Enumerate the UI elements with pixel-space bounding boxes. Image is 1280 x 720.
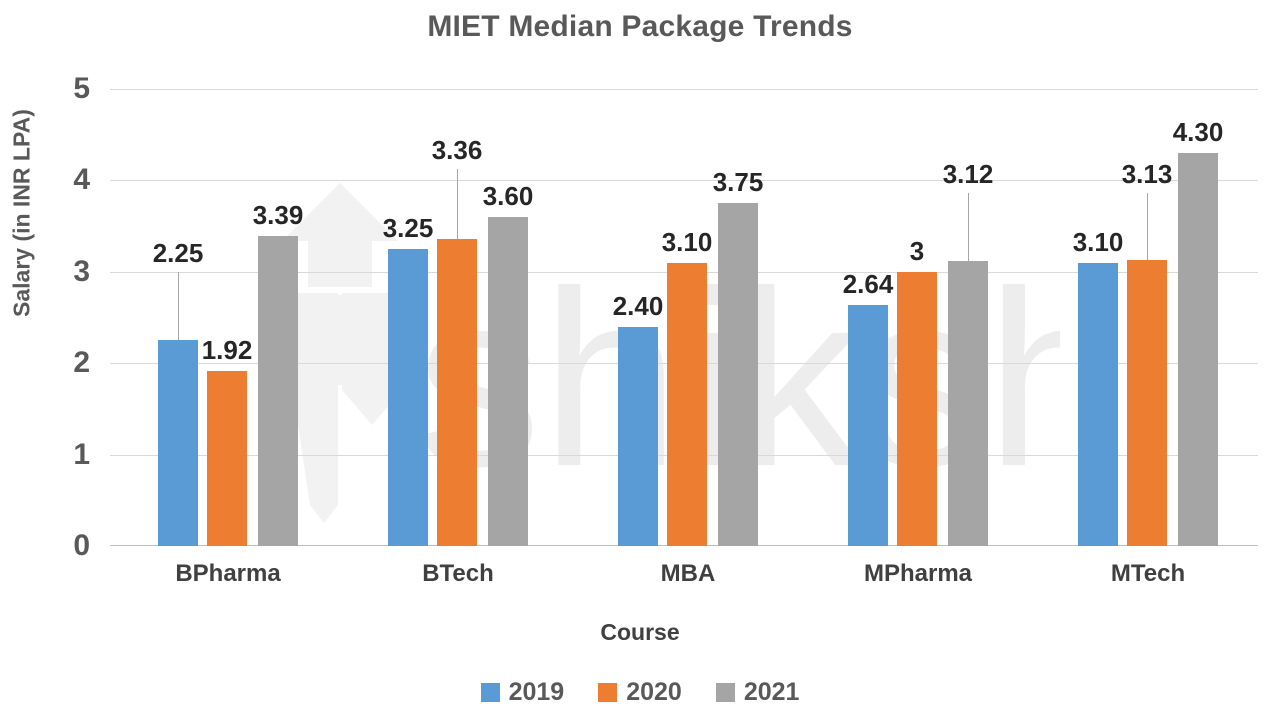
bar-label-mtech-2020: 3.13 — [1121, 159, 1173, 190]
leader-line-mtech-2020 — [1147, 193, 1148, 260]
plot-area: 5 4 3 2 1 0 2.25 1.92 3.39 3.25 3.36 3.6… — [73, 72, 1258, 562]
legend-label-2020: 2020 — [626, 678, 682, 706]
bar-mtech-2020[interactable] — [1127, 259, 1167, 546]
bar-label-bpharma-2020: 1.92 — [201, 334, 253, 365]
bar-label-mba-2021: 3.75 — [712, 167, 764, 198]
bar-mtech-2021[interactable] — [1178, 152, 1218, 546]
x-tick-btech: BTech — [422, 560, 494, 587]
y-tick-1: 1 — [73, 437, 90, 471]
leader-line-btech-2020 — [457, 169, 458, 239]
legend-label-2021: 2021 — [743, 678, 800, 706]
bar-label-btech-2019: 3.25 — [382, 212, 434, 243]
bar-group-mtech: 3.10 3.13 4.30 — [1073, 89, 1280, 546]
bar-mba-2020[interactable] — [667, 262, 707, 546]
bar-bpharma-2019[interactable] — [158, 340, 198, 546]
bar-mpharma-2021[interactable] — [948, 260, 988, 546]
bar-btech-2020[interactable] — [437, 238, 477, 546]
bar-label-mtech-2019: 3.10 — [1072, 226, 1124, 257]
legend-swatch-2020 — [598, 683, 618, 702]
bar-group-mba: 2.40 3.10 3.75 — [613, 89, 848, 546]
bar-label-mpharma-2020: 3 — [909, 235, 925, 266]
chart-legend: 2019 2020 2021 — [0, 678, 1280, 707]
legend-item-2019[interactable]: 2019 — [480, 678, 565, 707]
bar-label-mtech-2021: 4.30 — [1172, 116, 1224, 147]
bar-mpharma-2019[interactable] — [848, 304, 888, 546]
leader-line-mpharma-2021 — [968, 193, 969, 261]
bar-bpharma-2020[interactable] — [207, 370, 247, 546]
chart-title: MIET Median Package Trends — [427, 10, 853, 43]
bar-label-bpharma-2019: 2.25 — [152, 237, 204, 268]
gridline-5 — [110, 89, 1258, 90]
bar-label-mba-2020: 3.10 — [661, 226, 713, 257]
bar-label-mba-2019: 2.40 — [612, 290, 664, 321]
bar-label-btech-2021: 3.60 — [482, 180, 534, 211]
x-tick-mpharma: MPharma — [863, 560, 973, 587]
bar-group-mpharma: 2.64 3 3.12 — [843, 89, 1078, 546]
legend-item-2021[interactable]: 2021 — [715, 678, 800, 707]
bar-label-bpharma-2021: 3.39 — [252, 200, 304, 231]
bar-bpharma-2021[interactable] — [258, 236, 298, 546]
gridline-4 — [110, 180, 1258, 182]
legend-swatch-2019 — [480, 683, 500, 702]
legend-swatch-2021 — [715, 683, 735, 702]
legend-label-2019: 2019 — [508, 678, 565, 706]
legend-item-2020[interactable]: 2020 — [598, 678, 682, 707]
bar-group-bpharma: 2.25 1.92 3.39 — [153, 89, 388, 546]
x-axis-label: Course — [600, 619, 680, 645]
leader-line-bpharma-2019 — [178, 271, 179, 341]
bar-mba-2021[interactable] — [718, 203, 758, 546]
y-tick-0: 0 — [73, 529, 90, 562]
y-tick-3: 3 — [73, 254, 90, 288]
x-tick-mba: MBA — [660, 560, 716, 587]
bar-mba-2019[interactable] — [618, 326, 658, 546]
bar-label-mpharma-2019: 2.64 — [842, 268, 894, 299]
y-tick-2: 2 — [73, 346, 90, 380]
bar-mpharma-2020[interactable] — [897, 271, 937, 546]
y-tick-4: 4 — [73, 163, 90, 197]
bar-btech-2019[interactable] — [388, 248, 428, 546]
bar-mtech-2019[interactable] — [1078, 262, 1118, 546]
x-tick-bpharma: BPharma — [175, 560, 281, 587]
y-tick-5: 5 — [73, 72, 90, 105]
bar-label-btech-2020: 3.36 — [431, 135, 483, 166]
bar-btech-2021[interactable] — [488, 216, 528, 546]
x-tick-mtech: MTech — [1110, 560, 1186, 587]
bar-label-mpharma-2021: 3.12 — [942, 159, 994, 190]
